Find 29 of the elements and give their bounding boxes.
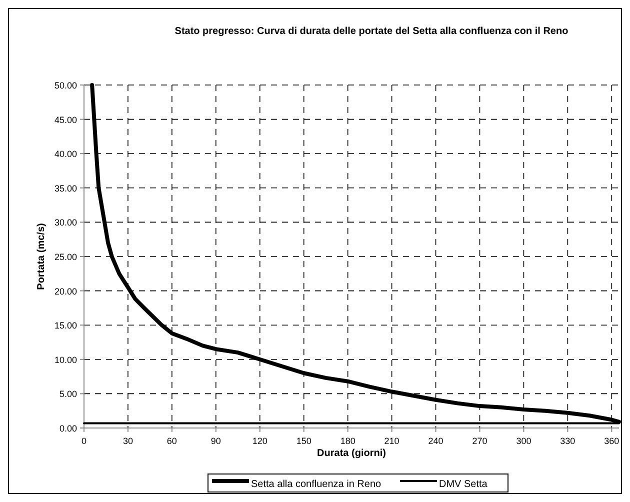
x-axis-title: Durata (giorni) [317, 448, 386, 459]
y-tick-label: 0.00 [59, 424, 77, 434]
x-tick-label: 240 [428, 436, 444, 446]
y-tick-label: 15.00 [54, 320, 77, 331]
x-tick-label: 90 [210, 436, 221, 446]
y-tick-label: 25.00 [54, 252, 77, 262]
y-tick-label: 50.00 [54, 80, 77, 90]
x-tick-label: 330 [560, 436, 576, 446]
x-tick-label: 150 [296, 436, 312, 446]
x-tick-label: 210 [384, 436, 400, 446]
y-axis-title: Portata (mc/s) [36, 223, 47, 290]
x-tick-label: 60 [166, 436, 177, 446]
y-tick-label: 40.00 [54, 149, 77, 160]
legend-label: DMV Setta [439, 479, 488, 490]
y-tick-label: 5.00 [59, 389, 77, 400]
x-tick-label: 120 [252, 436, 268, 446]
x-tick-label: 0 [81, 436, 87, 446]
chart-title: Stato pregresso: Curva di durata delle portate del Setta alla confluenza con il Reno [174, 26, 568, 37]
x-tick-label: 180 [340, 436, 356, 446]
y-tick-label: 30.00 [54, 218, 77, 228]
x-tick-label: 300 [516, 436, 532, 446]
x-tick-label: 270 [472, 436, 488, 446]
y-tick-label: 35.00 [54, 183, 77, 194]
y-tick-label: 20.00 [54, 286, 77, 296]
y-tick-label: 45.00 [54, 114, 77, 125]
y-tick-label: 10.00 [54, 354, 77, 365]
legend-label: Setta alla confluenza in Reno [251, 479, 382, 490]
x-tick-label: 30 [122, 436, 133, 446]
x-tick-label: 360 [604, 436, 620, 446]
